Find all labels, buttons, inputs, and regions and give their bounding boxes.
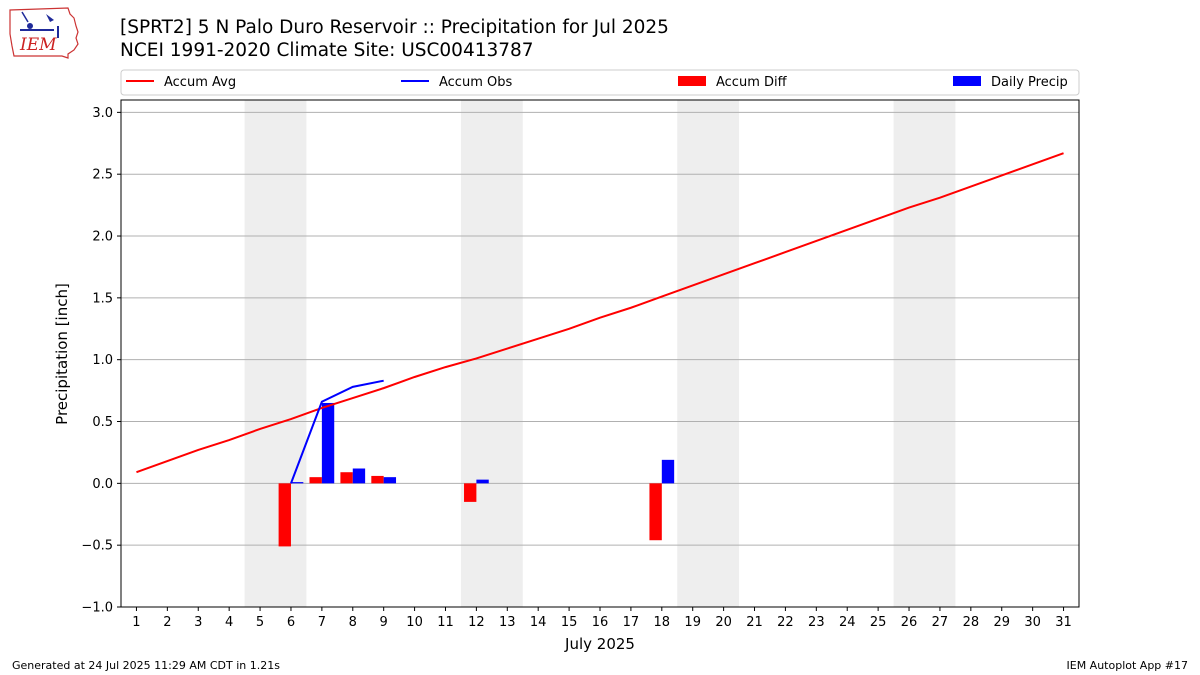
x-tick-label: 12: [468, 615, 485, 630]
x-tick-label: 30: [1024, 615, 1041, 630]
iem-logo: IEM: [8, 6, 82, 64]
y-tick-label: −0.5: [81, 539, 113, 554]
x-tick-label: 11: [437, 615, 454, 630]
x-tick-label: 24: [839, 615, 856, 630]
weekend-band: [244, 100, 307, 607]
lines: [136, 152, 1064, 484]
generated-timestamp: Generated at 24 Jul 2025 11:29 AM CDT in…: [12, 659, 280, 672]
x-tick-label: 7: [318, 615, 326, 630]
legend-box: [120, 69, 1080, 96]
y-axis: −1.0 −0.5 0.0 0.5 1.0 1.5 2.0 2.5 3.0: [81, 106, 121, 616]
x-tick-label: 13: [499, 615, 516, 630]
daily-precip-bar: [383, 477, 397, 484]
y-tick-label: 1.5: [92, 291, 113, 306]
x-tick-label: 14: [530, 615, 547, 630]
y-tick-label: 2.0: [92, 230, 113, 245]
legend-accum-diff-label: Accum Diff: [716, 75, 788, 90]
accum-diff-bar: [649, 483, 662, 541]
y-tick-label: 1.0: [92, 353, 113, 368]
x-tick-label: 27: [932, 615, 949, 630]
x-axis: 1 2 3 4 5 6 7 8 9 10 11 12 13 14 15 16 17 18 19 20 21 22 23 24 2…: [132, 607, 1072, 630]
y-tick-label: 0.0: [92, 477, 113, 492]
legend-accum-avg-label: Accum Avg: [164, 75, 236, 90]
y-tick-label: −1.0: [81, 601, 113, 616]
y-tick-label: 2.5: [92, 168, 113, 183]
bars: [278, 402, 675, 547]
x-tick-label: 23: [808, 615, 825, 630]
x-tick-label: 22: [777, 615, 794, 630]
app-label: IEM Autoplot App #17: [1066, 659, 1189, 672]
accum-diff-bar: [309, 477, 322, 484]
x-tick-label: 28: [963, 615, 980, 630]
x-tick-label: 18: [654, 615, 671, 630]
x-tick-label: 29: [993, 615, 1010, 630]
x-tick-label: 19: [684, 615, 701, 630]
weekend-band: [893, 100, 956, 607]
x-tick-label: 8: [349, 615, 357, 630]
logo-text: IEM: [19, 35, 57, 55]
accum-diff-bar: [464, 483, 477, 502]
daily-precip-bar: [352, 468, 366, 484]
daily-precip-bar: [476, 479, 489, 484]
x-tick-label: 3: [194, 615, 202, 630]
x-tick-label: 17: [623, 615, 640, 630]
weekend-shading: [244, 100, 956, 607]
daily-precip-bar: [290, 482, 304, 484]
x-tick-label: 20: [715, 615, 732, 630]
legend-accum-obs-label: Accum Obs: [439, 75, 512, 90]
x-tick-label: 21: [746, 615, 763, 630]
legend-daily-precip-swatch: [953, 76, 981, 86]
x-tick-label: 31: [1055, 615, 1072, 630]
x-tick-label: 26: [901, 615, 918, 630]
legend: Accum Avg Accum Obs Accum Diff Daily Precip: [120, 69, 1080, 96]
daily-precip-bar: [321, 402, 335, 484]
y-tick-label: 3.0: [92, 106, 113, 121]
legend-accum-diff-swatch: [678, 76, 706, 86]
legend-daily-precip-label: Daily Precip: [991, 75, 1068, 90]
accum-diff-bar: [278, 483, 291, 547]
x-tick-label: 15: [561, 615, 578, 630]
x-tick-label: 10: [406, 615, 423, 630]
x-tick-label: 25: [870, 615, 887, 630]
x-tick-label: 4: [225, 615, 233, 630]
chart-subtitle: NCEI 1991-2020 Climate Site: USC00413787: [120, 40, 534, 61]
x-tick-label: 6: [287, 615, 295, 630]
y-tick-label: 0.5: [92, 415, 113, 430]
x-tick-label: 2: [163, 615, 171, 630]
accum-avg-line: [136, 152, 1064, 474]
accum-diff-bar: [371, 475, 384, 484]
daily-precip-bar: [661, 459, 675, 484]
x-tick-label: 16: [592, 615, 609, 630]
x-tick-label: 9: [380, 615, 388, 630]
x-tick-label: 1: [132, 615, 140, 630]
y-axis-label: Precipitation [inch]: [53, 283, 71, 425]
chart-title: [SPRT2] 5 N Palo Duro Reservoir :: Preci…: [120, 17, 669, 38]
accum-obs-line: [290, 379, 384, 484]
weekend-band: [677, 100, 740, 607]
x-tick-label: 5: [256, 615, 264, 630]
accum-diff-bar: [340, 472, 353, 484]
x-axis-label: July 2025: [564, 635, 635, 653]
